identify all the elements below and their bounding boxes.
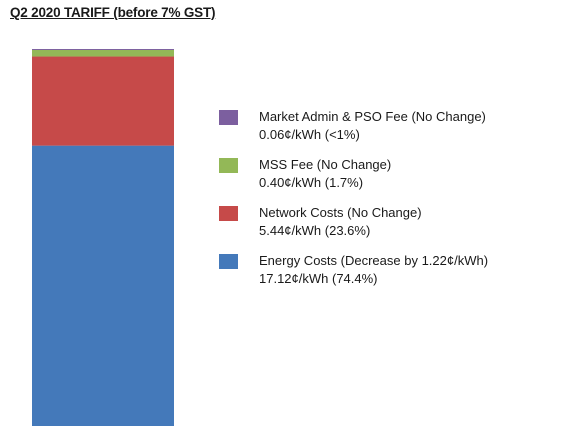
bar-segment-0 (32, 145, 174, 426)
legend-label-mss-fee: MSS Fee (No Change) (259, 157, 392, 172)
legend-value-market-admin: 0.06¢/kWh (<1%) (259, 127, 360, 142)
legend-swatch-network-costs (219, 206, 238, 221)
legend-item-network-costs: Network Costs (No Change) 5.44¢/kWh (23.… (219, 204, 559, 252)
bar-segment-2 (32, 49, 174, 57)
legend-label-market-admin: Market Admin & PSO Fee (No Change) (259, 109, 486, 124)
legend-value-network-costs: 5.44¢/kWh (23.6%) (259, 223, 371, 238)
legend-value-energy-costs: 17.12¢/kWh (74.4%) (259, 271, 378, 286)
legend-item-energy-costs: Energy Costs (Decrease by 1.22¢/kWh) 17.… (219, 252, 559, 300)
legend-swatch-mss-fee (219, 158, 238, 173)
legend: Market Admin & PSO Fee (No Change) 0.06¢… (219, 108, 559, 300)
bar-segment-3 (32, 49, 174, 50)
chart-title: Q2 2020 TARIFF (before 7% GST) (10, 5, 216, 20)
legend-swatch-market-admin (219, 110, 238, 125)
legend-value-mss-fee: 0.40¢/kWh (1.7%) (259, 175, 364, 190)
legend-label-network-costs: Network Costs (No Change) (259, 205, 422, 220)
legend-item-mss-fee: MSS Fee (No Change) 0.40¢/kWh (1.7%) (219, 156, 559, 204)
legend-swatch-energy-costs (219, 254, 238, 269)
legend-label-energy-costs: Energy Costs (Decrease by 1.22¢/kWh) (259, 253, 489, 268)
legend-item-market-admin: Market Admin & PSO Fee (No Change) 0.06¢… (219, 108, 559, 156)
bar-segment-1 (32, 56, 174, 146)
